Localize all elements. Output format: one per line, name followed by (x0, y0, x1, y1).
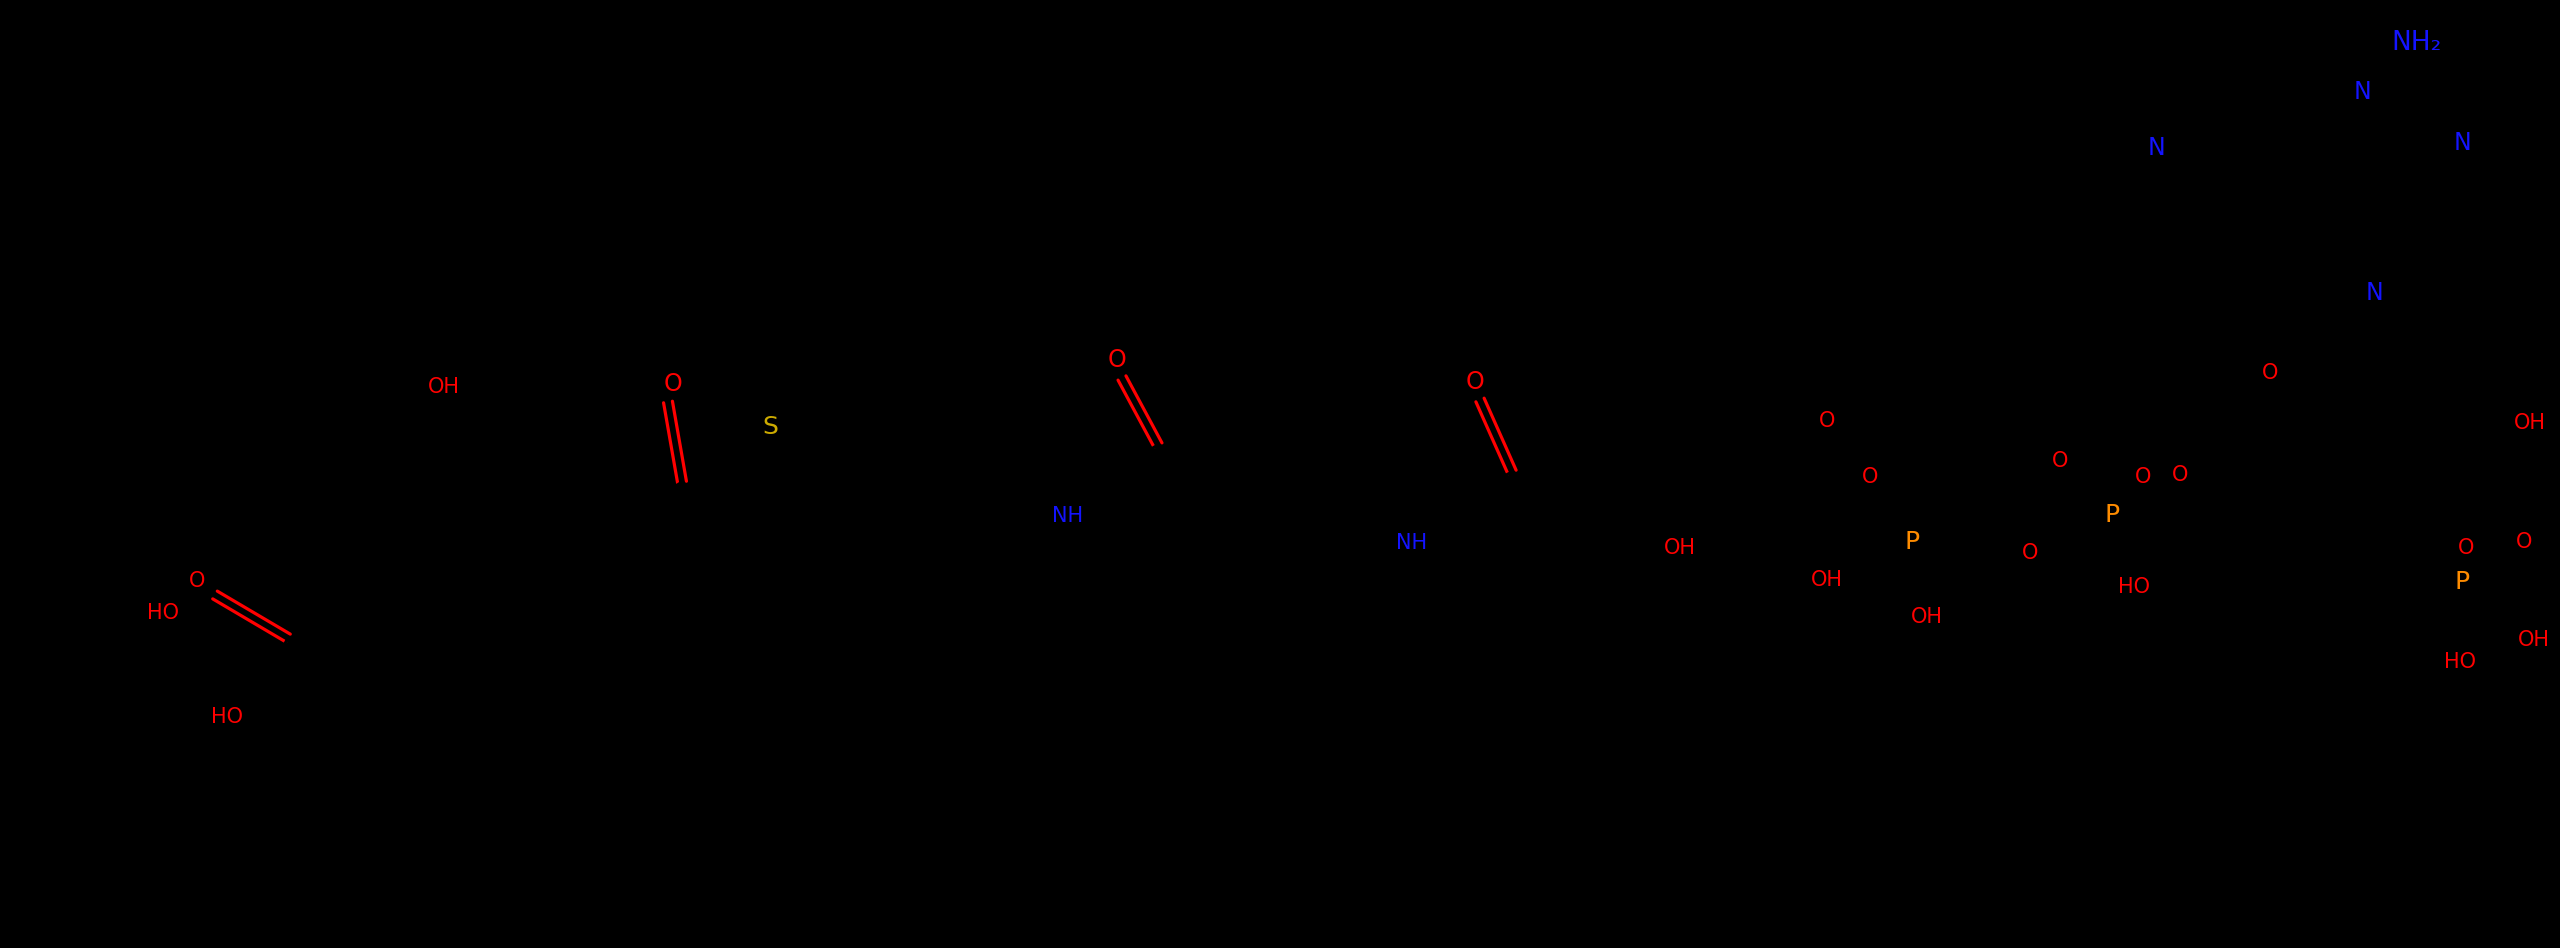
Text: P: P (1905, 530, 1920, 554)
Text: O: O (1818, 411, 1836, 431)
Text: N: N (2148, 136, 2166, 160)
Text: OH: OH (428, 377, 461, 397)
Text: P: P (2104, 503, 2120, 527)
Text: HO: HO (2117, 577, 2150, 597)
Text: O: O (1108, 348, 1126, 372)
Text: O: O (189, 571, 205, 591)
Text: O: O (2135, 467, 2150, 487)
Text: OH: OH (1810, 570, 1843, 590)
Text: O: O (2263, 363, 2278, 383)
Text: OH: OH (1910, 607, 1943, 627)
Text: HO: HO (146, 603, 179, 623)
Text: N: N (2452, 131, 2470, 155)
Text: N: N (2365, 281, 2383, 305)
Text: O: O (2051, 451, 2068, 471)
Text: O: O (1467, 370, 1485, 394)
Text: HO: HO (2445, 652, 2476, 672)
Text: OH: OH (2514, 413, 2547, 433)
Text: O: O (2458, 538, 2473, 558)
Text: OH: OH (2519, 630, 2550, 650)
Text: NH: NH (1395, 533, 1428, 553)
Text: O: O (2022, 543, 2038, 563)
Text: NH₂: NH₂ (2391, 30, 2442, 56)
Text: O: O (2171, 465, 2189, 485)
Text: HO: HO (210, 707, 243, 727)
Text: S: S (763, 415, 778, 439)
Text: O: O (2516, 532, 2532, 552)
Text: OH: OH (1664, 538, 1697, 558)
Text: NH: NH (1052, 506, 1083, 526)
Text: O: O (1861, 467, 1879, 487)
Text: N: N (2355, 80, 2373, 104)
Text: O: O (663, 372, 684, 396)
Text: P: P (2455, 570, 2470, 594)
